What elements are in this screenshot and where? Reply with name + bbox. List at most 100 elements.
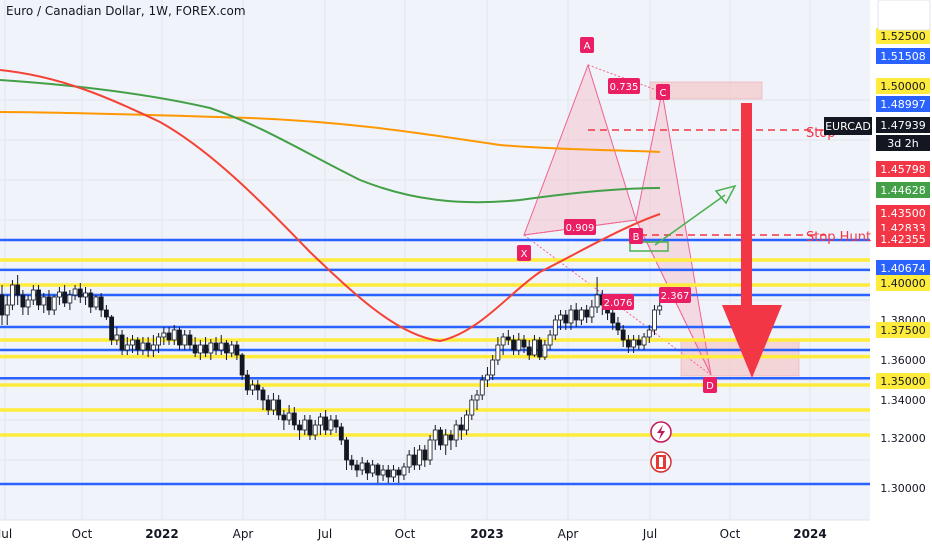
candle <box>25 299 31 308</box>
candle <box>396 469 402 476</box>
candle <box>213 342 219 351</box>
candle <box>77 288 83 298</box>
candle <box>547 334 553 346</box>
candle <box>109 316 115 341</box>
pattern-labels: A X B C D 0.735 0.909 2.076 2.367 <box>517 37 717 393</box>
candle <box>641 336 647 346</box>
candle <box>182 334 188 346</box>
price-label-text: 1.51508 <box>880 50 926 63</box>
candle <box>0 294 5 316</box>
candle <box>88 292 94 308</box>
price-label-text: 1.36000 <box>880 354 926 367</box>
candle <box>67 294 73 304</box>
pattern-bd-line <box>635 219 712 376</box>
price-label-bg <box>876 48 930 64</box>
price-label-bg <box>876 322 930 338</box>
price-label: 1.40000 <box>876 275 930 291</box>
candle <box>380 469 386 476</box>
candle <box>177 329 182 346</box>
candle <box>328 419 334 431</box>
candle <box>187 334 193 346</box>
price-label-text: 1.44628 <box>880 184 926 197</box>
stop-hunt-label: Stop Hunt <box>806 230 871 245</box>
candle <box>505 336 511 341</box>
candle <box>312 424 318 436</box>
candle <box>537 339 543 358</box>
candle <box>620 329 626 341</box>
candle <box>474 394 480 401</box>
candle <box>130 339 135 346</box>
candle <box>98 296 104 311</box>
symbol-text: EURCAD <box>825 120 871 133</box>
candle <box>234 344 240 356</box>
label-text: A <box>584 41 591 52</box>
candle <box>391 469 396 478</box>
candle <box>558 314 563 321</box>
candle <box>30 289 36 301</box>
countdown-bg <box>876 135 930 151</box>
label-text: 0.909 <box>566 223 595 234</box>
time-labels: Jul Oct 2022 Apr Jul Oct 2023 Apr Jul Oct 2024 <box>0 527 827 541</box>
candle <box>250 384 255 391</box>
price-label: 1.52500 <box>876 28 930 44</box>
candle <box>464 414 469 431</box>
candle <box>265 399 271 411</box>
candle <box>626 339 631 348</box>
candle <box>443 434 449 446</box>
candle <box>83 292 88 298</box>
candle <box>140 342 146 351</box>
price-label-text: 1.48997 <box>880 98 926 111</box>
label-text: X <box>521 249 528 260</box>
time-label: Oct <box>720 527 741 541</box>
label-badge <box>629 228 643 244</box>
label-text: 0.735 <box>610 82 639 93</box>
candle <box>589 306 595 318</box>
time-axis <box>0 520 870 550</box>
candle <box>479 379 485 396</box>
candle <box>208 342 214 354</box>
time-label: 2024 <box>793 527 826 541</box>
candle <box>323 416 329 431</box>
price-label-bg <box>876 275 930 291</box>
candle <box>291 412 297 426</box>
candle <box>62 291 68 304</box>
chart-title: Euro / Canadian Dollar, 1W, FOREX.com <box>6 4 246 18</box>
candle <box>224 342 229 354</box>
candle <box>286 412 292 421</box>
price-label: 1.43500 <box>876 205 930 221</box>
time-label: Oct <box>395 527 416 541</box>
candle <box>500 336 506 346</box>
green-arrow-head <box>714 184 737 205</box>
candle <box>375 464 381 476</box>
time-label: Apr <box>558 527 579 541</box>
candle <box>135 339 141 351</box>
candle <box>349 459 355 466</box>
price-label: 1.45798 <box>876 161 930 177</box>
time-label: Jul <box>0 527 12 541</box>
price-label: 1.35000 <box>876 373 930 389</box>
ema-red-line <box>0 69 661 343</box>
candle <box>401 466 407 476</box>
candle <box>260 389 266 401</box>
candle <box>406 454 412 468</box>
time-label: Jul <box>317 527 332 541</box>
candle <box>526 346 532 356</box>
symbol-badge <box>824 117 872 135</box>
green-box <box>629 241 669 252</box>
price-label: 1.47939 <box>876 117 930 133</box>
moving-averages <box>0 69 661 343</box>
candle <box>239 354 245 376</box>
candle <box>119 334 125 351</box>
candle <box>631 339 637 348</box>
price-label-bg <box>876 373 930 389</box>
candle <box>218 342 224 351</box>
candle <box>36 289 41 306</box>
candle <box>411 454 417 466</box>
candle <box>156 336 162 346</box>
candle <box>490 359 496 376</box>
ratio-label-xd: 2.076 <box>602 294 634 310</box>
candle <box>458 424 464 431</box>
candle <box>563 314 569 324</box>
candle <box>72 288 78 296</box>
